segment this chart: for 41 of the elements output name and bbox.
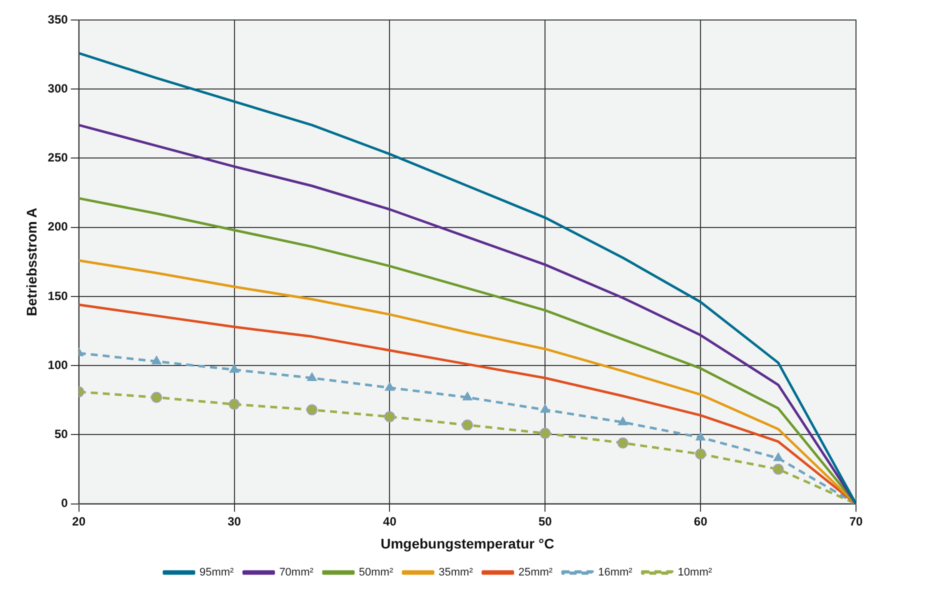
x-tick-label: 60: [694, 514, 708, 528]
point: [384, 411, 396, 422]
y-tick-label: 350: [48, 12, 68, 26]
legend-label: 25mm²: [518, 566, 553, 579]
point: [696, 432, 706, 440]
y-tick-label: 300: [48, 81, 68, 96]
legend-label: 16mm²: [598, 566, 633, 579]
point: [228, 398, 240, 410]
x-tick-label: 30: [228, 514, 242, 528]
point: [540, 404, 550, 413]
point: [306, 404, 318, 416]
y-tick-label: 250: [48, 150, 68, 165]
legend-label: 50mm²: [358, 566, 394, 579]
legend-label: 95mm²: [199, 566, 234, 579]
x-tick-label: 40: [383, 514, 397, 528]
point: [151, 392, 162, 403]
point: [152, 356, 162, 364]
x-axis-title: Umgebungstemperatur °C: [380, 535, 554, 552]
point: [540, 428, 551, 439]
point: [772, 464, 784, 475]
x-tick-label: 50: [538, 514, 552, 528]
point: [695, 448, 706, 460]
point: [462, 420, 473, 431]
point: [229, 364, 240, 373]
y-tick-label: 150: [48, 288, 68, 303]
point: [307, 372, 317, 382]
y-tick-label: 100: [48, 358, 68, 372]
y-tick-label: 200: [48, 220, 68, 234]
legend-label: 35mm²: [438, 566, 474, 579]
y-tick-label: 0: [61, 496, 68, 510]
point: [773, 452, 784, 462]
y-axis-title: Betriebsstrom A: [23, 208, 40, 316]
point: [462, 392, 472, 400]
legend-label: 10mm²: [678, 566, 712, 579]
y-tick-label: 50: [54, 427, 68, 441]
point: [384, 382, 395, 391]
point: [617, 437, 628, 448]
point: [618, 416, 628, 426]
x-tick-label: 70: [849, 514, 863, 528]
x-tick-label: 20: [72, 514, 86, 528]
legend-label: 70mm²: [279, 566, 314, 579]
